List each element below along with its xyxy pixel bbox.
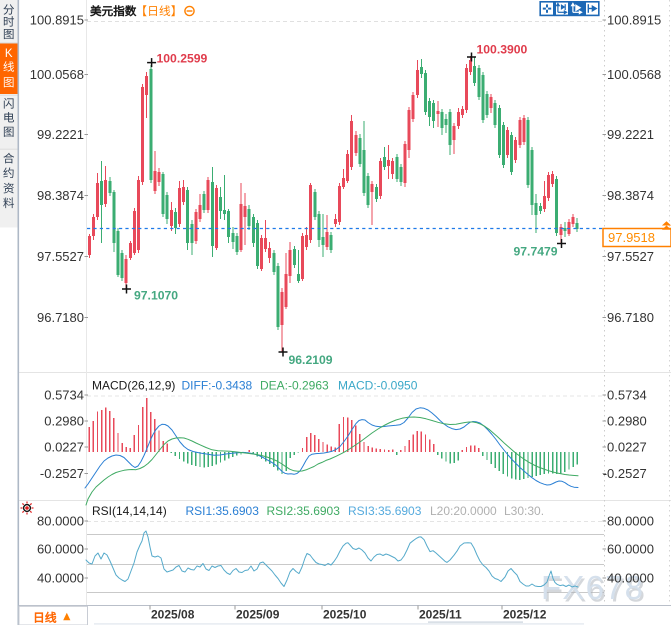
svg-text:60.0000: 60.0000 <box>607 542 654 557</box>
svg-text:0.5734: 0.5734 <box>607 388 647 403</box>
svg-text:100.8915: 100.8915 <box>30 13 84 28</box>
svg-text:97.7479: 97.7479 <box>514 245 558 259</box>
svg-text:2025/08: 2025/08 <box>151 608 195 622</box>
svg-text:K: K <box>5 48 13 60</box>
svg-text:RSI(14,14,14): RSI(14,14,14) <box>92 504 167 518</box>
svg-text:DEA:-0.2963: DEA:-0.2963 <box>260 379 329 393</box>
svg-text:MACD(26,12,9): MACD(26,12,9) <box>92 379 175 393</box>
svg-text:FX678: FX678 <box>541 569 644 606</box>
svg-text:RSI2:35.6903: RSI2:35.6903 <box>267 504 341 518</box>
svg-text:80.0000: 80.0000 <box>607 514 654 529</box>
svg-text:2025/11: 2025/11 <box>419 608 462 622</box>
svg-text:99.2221: 99.2221 <box>37 127 84 142</box>
svg-text:0.5734: 0.5734 <box>44 388 84 403</box>
svg-text:96.7180: 96.7180 <box>37 310 84 325</box>
svg-text:99.2221: 99.2221 <box>607 127 654 142</box>
svg-text:0.0227: 0.0227 <box>607 440 647 455</box>
svg-text:2025/10: 2025/10 <box>323 608 367 622</box>
svg-text:-0.2527: -0.2527 <box>603 466 647 481</box>
svg-text:0.2980: 0.2980 <box>607 414 647 429</box>
svg-text:DIFF:-0.3438: DIFF:-0.3438 <box>182 379 253 393</box>
svg-text:L20:20.0000: L20:20.0000 <box>430 504 497 518</box>
svg-text:2025/12: 2025/12 <box>503 608 547 622</box>
svg-text:2025/09: 2025/09 <box>236 608 280 622</box>
svg-text:RSI1:35.6903: RSI1:35.6903 <box>186 504 260 518</box>
svg-text:98.3874: 98.3874 <box>37 188 84 203</box>
svg-text:40.0000: 40.0000 <box>37 571 84 586</box>
svg-text:96.2109: 96.2109 <box>289 353 333 367</box>
svg-text:MACD:-0.0950: MACD:-0.0950 <box>338 379 418 393</box>
svg-text:97.5527: 97.5527 <box>607 249 654 264</box>
svg-text:80.0000: 80.0000 <box>37 514 84 529</box>
svg-text:100.0568: 100.0568 <box>607 67 661 82</box>
svg-text:96.7180: 96.7180 <box>607 310 654 325</box>
svg-text:100.3900: 100.3900 <box>477 43 528 57</box>
svg-text:0.0227: 0.0227 <box>44 440 84 455</box>
svg-text:100.0568: 100.0568 <box>30 67 84 82</box>
svg-text:98.3874: 98.3874 <box>607 188 654 203</box>
svg-text:97.1070: 97.1070 <box>134 289 178 303</box>
svg-text:FX678: FX678 <box>543 572 646 609</box>
svg-text:40.0000: 40.0000 <box>607 571 654 586</box>
svg-text:0.2980: 0.2980 <box>44 414 84 429</box>
svg-text:RSI3:35.6903: RSI3:35.6903 <box>348 504 422 518</box>
svg-text:L30:30.: L30:30. <box>504 504 544 518</box>
svg-text:97.5527: 97.5527 <box>37 249 84 264</box>
svg-text:-0.2527: -0.2527 <box>40 466 84 481</box>
svg-text:100.8915: 100.8915 <box>607 13 661 28</box>
svg-text:60.0000: 60.0000 <box>37 542 84 557</box>
svg-text:100.2599: 100.2599 <box>157 52 208 66</box>
svg-text:97.9518: 97.9518 <box>608 230 655 245</box>
